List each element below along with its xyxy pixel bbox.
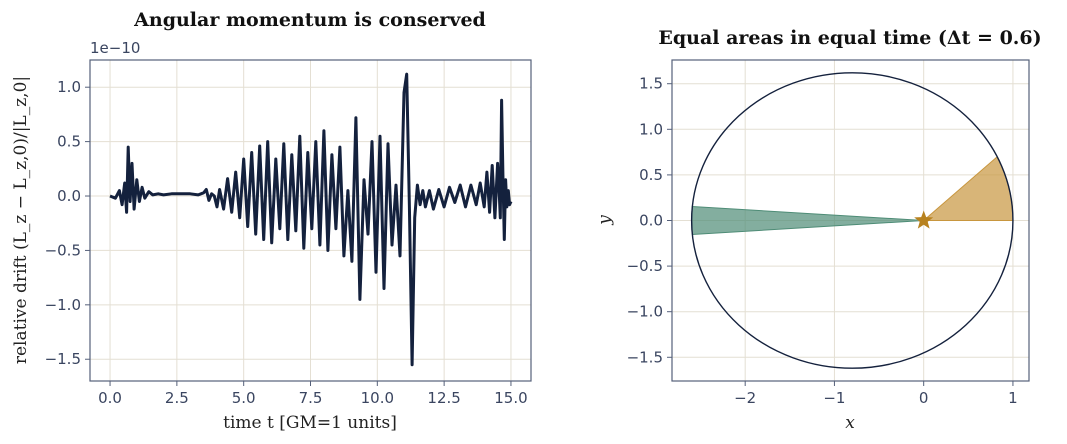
star-focus-icon	[914, 210, 934, 229]
left-x-tick-label: 0.0	[98, 389, 122, 407]
left-y-axis-label: relative drift (L_z − L_z,0)/|L_z,0|	[11, 76, 31, 364]
left-y-tick-label: 0.5	[57, 133, 81, 151]
right-x-tick-label: 0	[919, 389, 929, 407]
left-y-tick-label: −0.5	[45, 241, 81, 259]
right-y-tick-label: −1.0	[627, 303, 663, 321]
left-x-tick-label: 7.5	[299, 389, 323, 407]
area-sector-aphelion	[691, 205, 924, 236]
left-x-tick-label: 12.5	[427, 389, 460, 407]
left-offset-text: 1e−10	[90, 39, 140, 57]
left-x-tick-label: 15.0	[494, 389, 527, 407]
right-y-tick-label: −0.5	[627, 257, 663, 275]
right-ticks: −2 −1 0 1 −1.5 −1.0 −0.5 0.0 0.5 1.0 1.5	[627, 75, 1018, 407]
orbit-ellipse	[690, 72, 1014, 369]
right-chart-title: Equal areas in equal time (Δt = 0.6)	[658, 27, 1041, 49]
right-y-tick-label: −1.5	[627, 348, 663, 366]
area-sector-perihelion	[922, 156, 1014, 221]
drift-series-line	[109, 72, 513, 367]
right-x-axis-label: x	[845, 413, 855, 433]
left-x-tick-label: 5.0	[232, 389, 256, 407]
right-y-tick-label: 1.0	[639, 120, 663, 138]
right-y-tick-label: 1.5	[639, 75, 663, 93]
right-x-tick-label: 1	[1008, 389, 1018, 407]
left-ticks: 0.0 2.5 5.0 7.5 10.0 12.5 15.0 −1.5 −1.0 −0.5 0.0 0…	[45, 78, 528, 407]
equal-areas-panel: Equal areas in equal time (Δt = 0.6) −2−…	[595, 27, 1042, 433]
left-y-tick-label: −1.5	[45, 350, 81, 368]
right-y-axis-label: y	[595, 215, 615, 226]
right-y-tick-label: 0.0	[639, 212, 663, 230]
left-plot-frame	[89, 59, 532, 382]
right-y-tick-label: 0.5	[639, 166, 663, 184]
right-plot-frame	[671, 59, 1030, 382]
left-y-tick-label: 0.0	[57, 187, 81, 205]
left-x-tick-label: 2.5	[165, 389, 189, 407]
angular-momentum-panel: Angular momentum is conserved 1e−10 0.0 2…	[11, 9, 532, 433]
left-y-tick-label: 1.0	[57, 78, 81, 96]
right-x-tick-label: −1	[823, 389, 845, 407]
left-x-axis-label: time t [GM=1 units]	[223, 413, 397, 433]
right-x-tick-label: −2	[734, 389, 756, 407]
left-y-tick-label: −1.0	[45, 296, 81, 314]
left-chart-title: Angular momentum is conserved	[133, 9, 486, 31]
left-x-tick-label: 10.0	[361, 389, 394, 407]
